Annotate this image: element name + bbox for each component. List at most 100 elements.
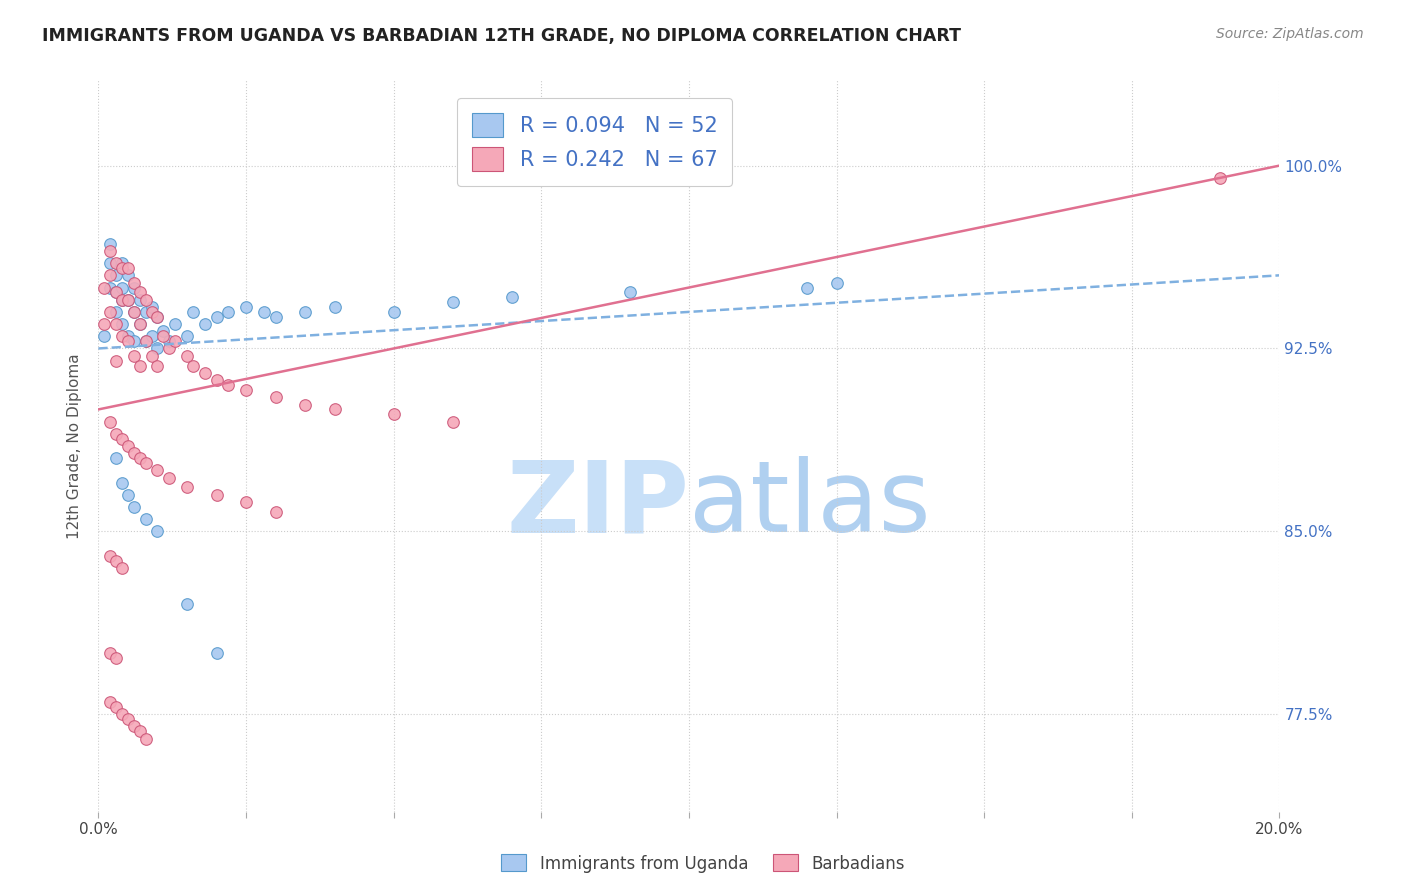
Text: IMMIGRANTS FROM UGANDA VS BARBADIAN 12TH GRADE, NO DIPLOMA CORRELATION CHART: IMMIGRANTS FROM UGANDA VS BARBADIAN 12TH… xyxy=(42,27,962,45)
Point xyxy=(135,293,157,307)
Point xyxy=(176,480,198,494)
Point xyxy=(93,317,115,331)
Point xyxy=(181,359,204,373)
Point xyxy=(122,334,145,348)
Point xyxy=(122,276,145,290)
Point xyxy=(98,280,121,294)
Point xyxy=(135,334,157,348)
Point xyxy=(217,378,239,392)
Text: atlas: atlas xyxy=(689,456,931,553)
Point xyxy=(135,731,157,746)
Point xyxy=(146,342,169,356)
Point xyxy=(98,646,121,660)
Point xyxy=(111,329,134,343)
Point xyxy=(98,305,121,319)
Point xyxy=(98,268,121,283)
Point xyxy=(619,285,641,300)
Point xyxy=(181,305,204,319)
Point xyxy=(122,305,145,319)
Point xyxy=(117,712,139,726)
Point xyxy=(176,349,198,363)
Point xyxy=(98,695,121,709)
Point xyxy=(152,325,174,339)
Point xyxy=(825,276,848,290)
Point xyxy=(205,646,228,660)
Point xyxy=(117,260,139,275)
Point xyxy=(111,293,134,307)
Point xyxy=(98,244,121,258)
Point xyxy=(176,598,198,612)
Point xyxy=(105,651,128,665)
Point xyxy=(117,293,139,307)
Point xyxy=(105,553,128,567)
Point xyxy=(235,300,257,314)
Y-axis label: 12th Grade, No Diploma: 12th Grade, No Diploma xyxy=(67,353,83,539)
Point xyxy=(205,373,228,387)
Point xyxy=(128,317,150,331)
Point xyxy=(235,383,257,397)
Point xyxy=(205,310,228,324)
Point xyxy=(128,317,150,331)
Point xyxy=(152,329,174,343)
Point xyxy=(98,415,121,429)
Point xyxy=(117,329,139,343)
Point xyxy=(122,349,145,363)
Point xyxy=(141,349,163,363)
Point xyxy=(157,334,180,348)
Point xyxy=(294,398,316,412)
Point xyxy=(194,317,217,331)
Point xyxy=(323,402,346,417)
Point xyxy=(253,305,276,319)
Point xyxy=(128,293,150,307)
Point xyxy=(111,256,134,270)
Point xyxy=(117,268,139,283)
Point xyxy=(205,488,228,502)
Point xyxy=(264,310,287,324)
Point xyxy=(122,446,145,460)
Text: Source: ZipAtlas.com: Source: ZipAtlas.com xyxy=(1216,27,1364,41)
Point xyxy=(122,719,145,733)
Point xyxy=(117,293,139,307)
Point xyxy=(105,317,128,331)
Point xyxy=(111,475,134,490)
Point xyxy=(441,295,464,310)
Point xyxy=(135,305,157,319)
Point xyxy=(135,334,157,348)
Point xyxy=(111,317,134,331)
Point xyxy=(165,317,187,331)
Point xyxy=(157,342,180,356)
Point xyxy=(146,359,169,373)
Point xyxy=(117,439,139,453)
Point xyxy=(105,256,128,270)
Legend: R = 0.094   N = 52, R = 0.242   N = 67: R = 0.094 N = 52, R = 0.242 N = 67 xyxy=(457,98,733,186)
Legend: Immigrants from Uganda, Barbadians: Immigrants from Uganda, Barbadians xyxy=(495,847,911,880)
Point xyxy=(128,451,150,466)
Point xyxy=(141,329,163,343)
Point xyxy=(135,512,157,526)
Point xyxy=(111,280,134,294)
Point xyxy=(111,432,134,446)
Point xyxy=(264,505,287,519)
Point xyxy=(141,300,163,314)
Point xyxy=(111,561,134,575)
Point xyxy=(146,310,169,324)
Point xyxy=(122,305,145,319)
Point xyxy=(105,285,128,300)
Point xyxy=(111,293,134,307)
Point xyxy=(441,415,464,429)
Point xyxy=(105,353,128,368)
Point xyxy=(98,256,121,270)
Point xyxy=(165,334,187,348)
Point xyxy=(323,300,346,314)
Point xyxy=(117,334,139,348)
Point xyxy=(122,500,145,514)
Point xyxy=(93,280,115,294)
Point xyxy=(382,305,405,319)
Point xyxy=(128,285,150,300)
Point xyxy=(128,359,150,373)
Point xyxy=(501,290,523,304)
Point xyxy=(146,524,169,539)
Point xyxy=(105,699,128,714)
Point xyxy=(122,280,145,294)
Point xyxy=(1209,170,1232,185)
